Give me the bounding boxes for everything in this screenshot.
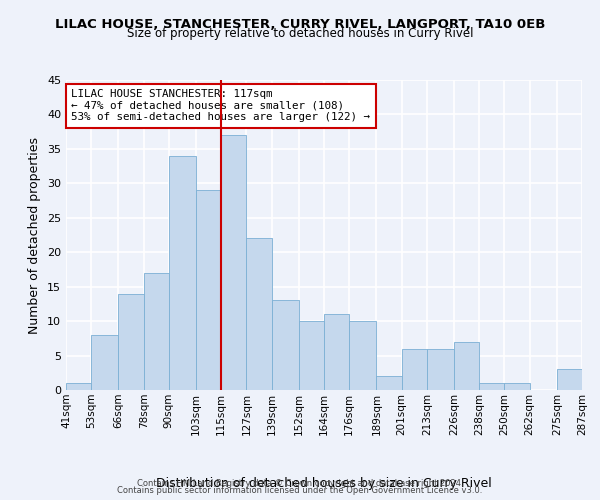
Bar xyxy=(247,238,272,390)
Bar xyxy=(221,135,247,390)
Y-axis label: Number of detached properties: Number of detached properties xyxy=(28,136,41,334)
Bar xyxy=(479,383,505,390)
Bar xyxy=(169,156,196,390)
Bar xyxy=(143,273,169,390)
Bar xyxy=(324,314,349,390)
Bar xyxy=(66,383,91,390)
Bar xyxy=(196,190,221,390)
Bar xyxy=(91,335,118,390)
Bar xyxy=(376,376,401,390)
Bar xyxy=(505,383,530,390)
Bar xyxy=(454,342,479,390)
Text: LILAC HOUSE, STANCHESTER, CURRY RIVEL, LANGPORT, TA10 0EB: LILAC HOUSE, STANCHESTER, CURRY RIVEL, L… xyxy=(55,18,545,30)
Text: LILAC HOUSE STANCHESTER: 117sqm
← 47% of detached houses are smaller (108)
53% o: LILAC HOUSE STANCHESTER: 117sqm ← 47% of… xyxy=(71,90,370,122)
X-axis label: Distribution of detached houses by size in Curry Rivel: Distribution of detached houses by size … xyxy=(156,476,492,490)
Bar xyxy=(272,300,299,390)
Bar xyxy=(401,348,427,390)
Text: Contains HM Land Registry data © Crown copyright and database right 2024.: Contains HM Land Registry data © Crown c… xyxy=(137,478,463,488)
Text: Contains public sector information licensed under the Open Government Licence v3: Contains public sector information licen… xyxy=(118,486,482,495)
Bar xyxy=(557,370,582,390)
Text: Size of property relative to detached houses in Curry Rivel: Size of property relative to detached ho… xyxy=(127,28,473,40)
Bar xyxy=(427,348,454,390)
Bar xyxy=(349,321,376,390)
Bar xyxy=(299,321,324,390)
Bar xyxy=(118,294,143,390)
